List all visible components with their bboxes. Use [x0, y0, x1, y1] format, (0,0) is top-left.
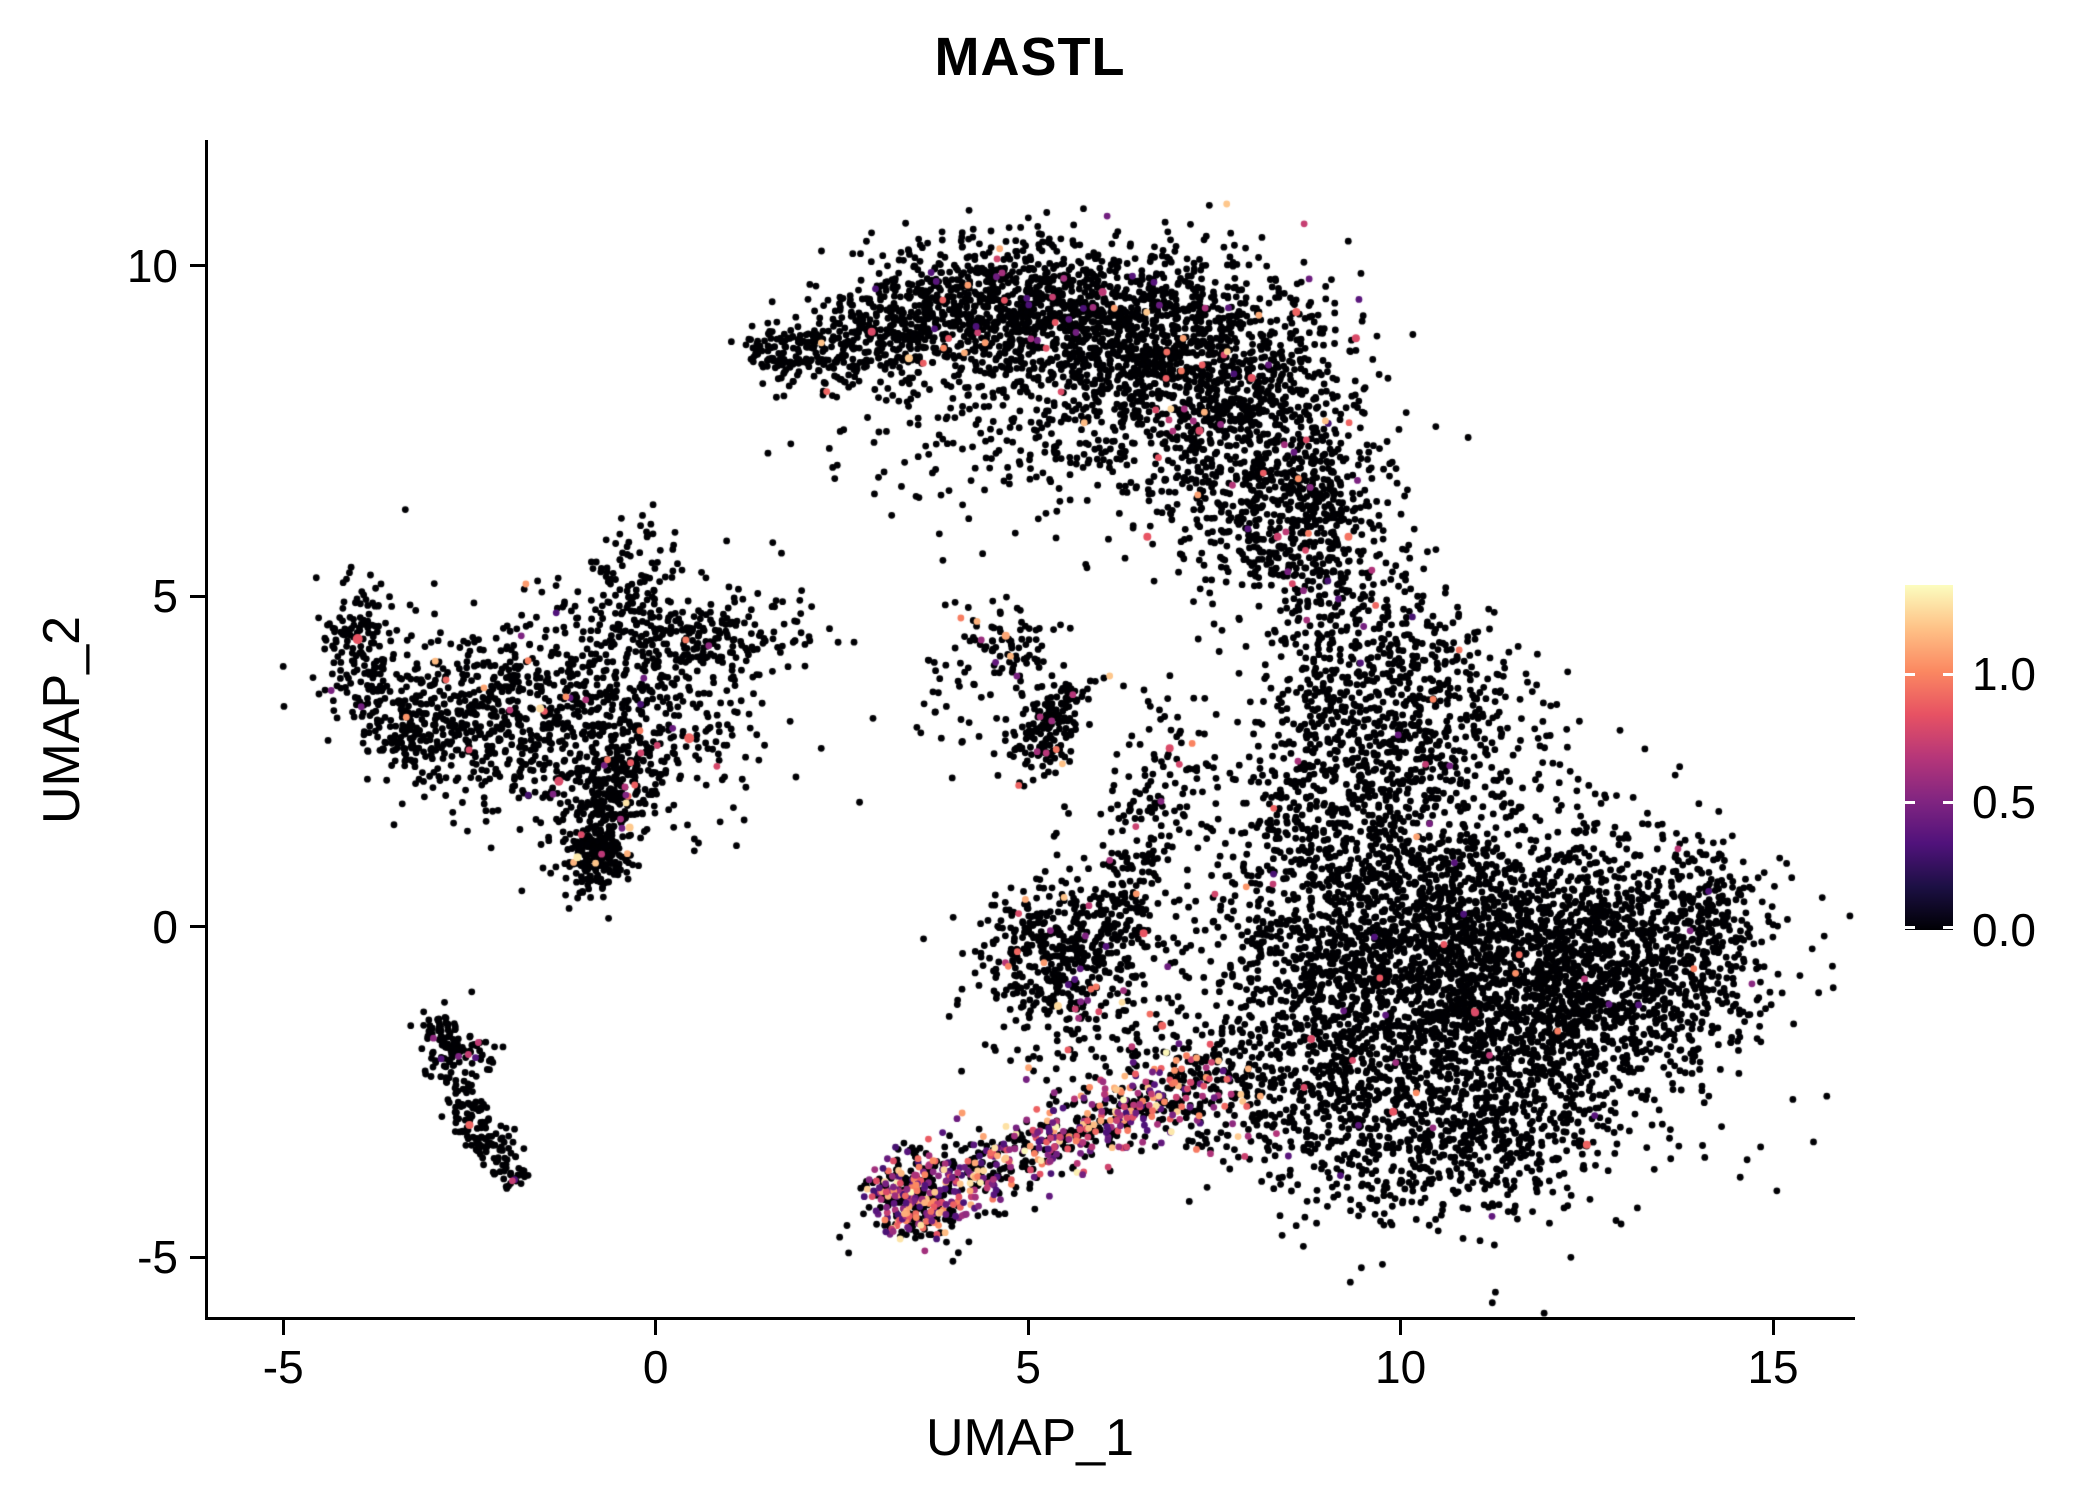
colorbar-gradient: [1905, 585, 1953, 930]
x-tick-mark: [1771, 1320, 1775, 1335]
y-tick-label: 5: [152, 570, 178, 623]
x-tick-label: 15: [1747, 1341, 1799, 1393]
y-tick-label: 10: [126, 239, 178, 292]
plot-panel: [205, 140, 1855, 1320]
x-tick-label: -5: [262, 1341, 304, 1393]
colorbar-tick-mark: [1943, 801, 1953, 805]
x-axis-label: UMAP_1: [925, 1409, 1135, 1467]
colorbar-tick-mark: [1905, 801, 1915, 805]
x-tick-label: 10: [1375, 1341, 1427, 1393]
x-tick-mark: [1399, 1320, 1403, 1335]
x-tick-mark: [281, 1320, 285, 1335]
x-tick-label: 5: [1015, 1341, 1041, 1393]
y-tick-mark: [190, 1255, 205, 1259]
colorbar-tick-mark: [1905, 673, 1915, 677]
y-tick-mark: [190, 264, 205, 268]
y-tick-label: 0: [152, 900, 178, 953]
y-axis-label: UMAP_2: [33, 615, 91, 825]
colorbar-tick-mark: [1943, 673, 1953, 677]
colorbar-tick-label: 1.0: [1972, 648, 2036, 701]
x-tick-label: 0: [642, 1341, 669, 1393]
x-tick-mark: [654, 1320, 658, 1335]
y-tick-mark: [190, 594, 205, 598]
colorbar-tick-mark: [1943, 926, 1953, 929]
plot-title: MASTL: [934, 27, 1126, 87]
y-tick-label: -5: [137, 1231, 178, 1284]
colorbar-tick-label: 0.0: [1972, 904, 2036, 956]
colorbar-tick-mark: [1905, 926, 1915, 929]
y-tick-mark: [190, 925, 205, 929]
x-tick-mark: [1026, 1320, 1030, 1335]
colorbar-tick-label: 0.5: [1972, 776, 2036, 829]
